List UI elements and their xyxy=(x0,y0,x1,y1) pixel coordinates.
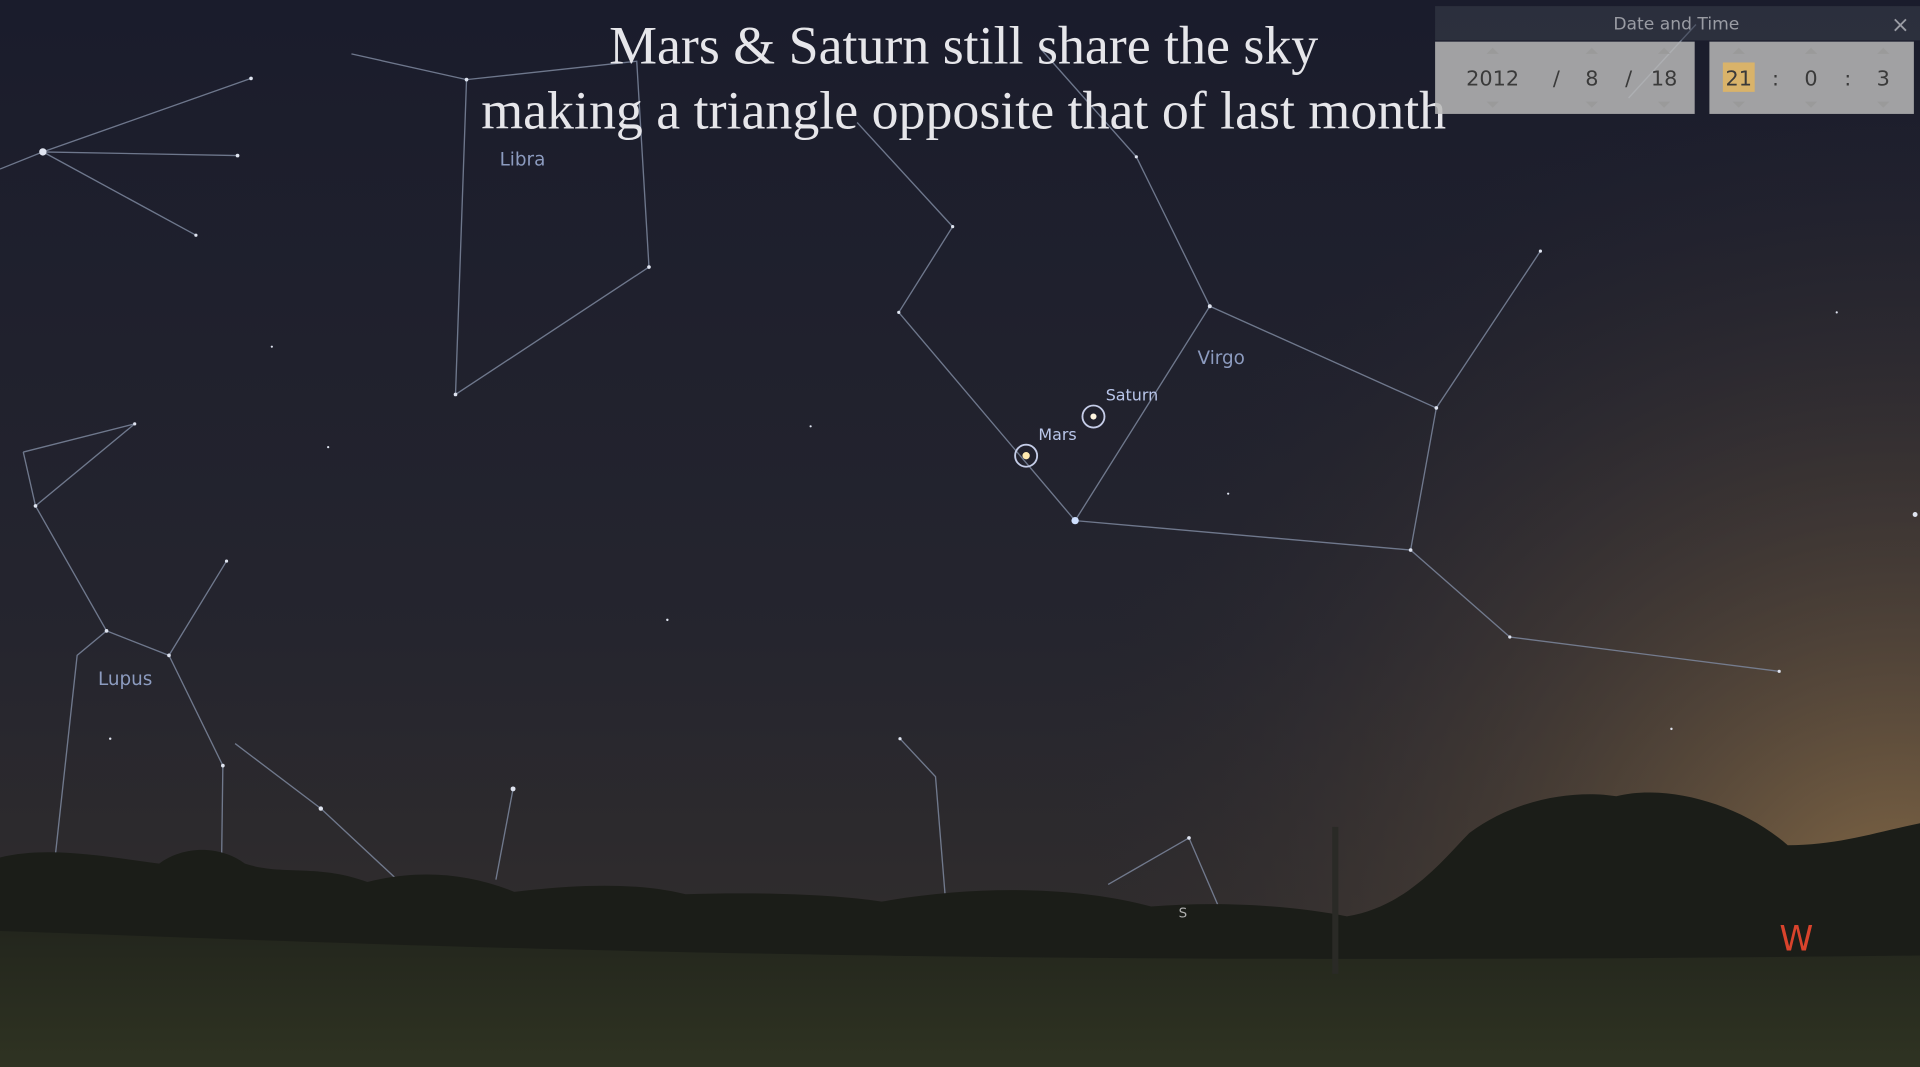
second-field[interactable]: 3 xyxy=(1877,67,1890,91)
separator: / xyxy=(1625,67,1633,91)
minute-field[interactable]: 0 xyxy=(1804,67,1817,91)
hour-field[interactable]: 21 xyxy=(1726,67,1752,91)
caption-line: making a triangle opposite that of last … xyxy=(481,81,1446,141)
close-button[interactable]: × xyxy=(1891,13,1909,38)
constellation-label: Libra xyxy=(500,149,546,170)
separator: / xyxy=(1553,67,1561,91)
caption-line: Mars & Saturn still share the sky xyxy=(609,16,1318,76)
day-field[interactable]: 18 xyxy=(1651,67,1677,91)
compass-west: W xyxy=(1779,920,1813,960)
year-field[interactable]: 2012 xyxy=(1466,67,1519,91)
stellarium-view: Saturn Mars Libra Virgo Lupus W S Mars &… xyxy=(0,0,1920,1067)
compass-south: S xyxy=(1179,906,1188,922)
separator: : xyxy=(1772,67,1779,91)
constellation-label: Lupus xyxy=(98,669,152,690)
panel-title: Date and Time xyxy=(1613,14,1739,34)
date-time-panel: Date and Time × 2012 / 8 / 18 21 : 0 : 3 xyxy=(1435,6,1920,114)
separator: : xyxy=(1844,67,1851,91)
constellation-label: Virgo xyxy=(1198,348,1245,369)
planet-label: Mars xyxy=(1038,425,1076,444)
planet-label: Saturn xyxy=(1106,386,1159,405)
month-field[interactable]: 8 xyxy=(1585,67,1598,91)
